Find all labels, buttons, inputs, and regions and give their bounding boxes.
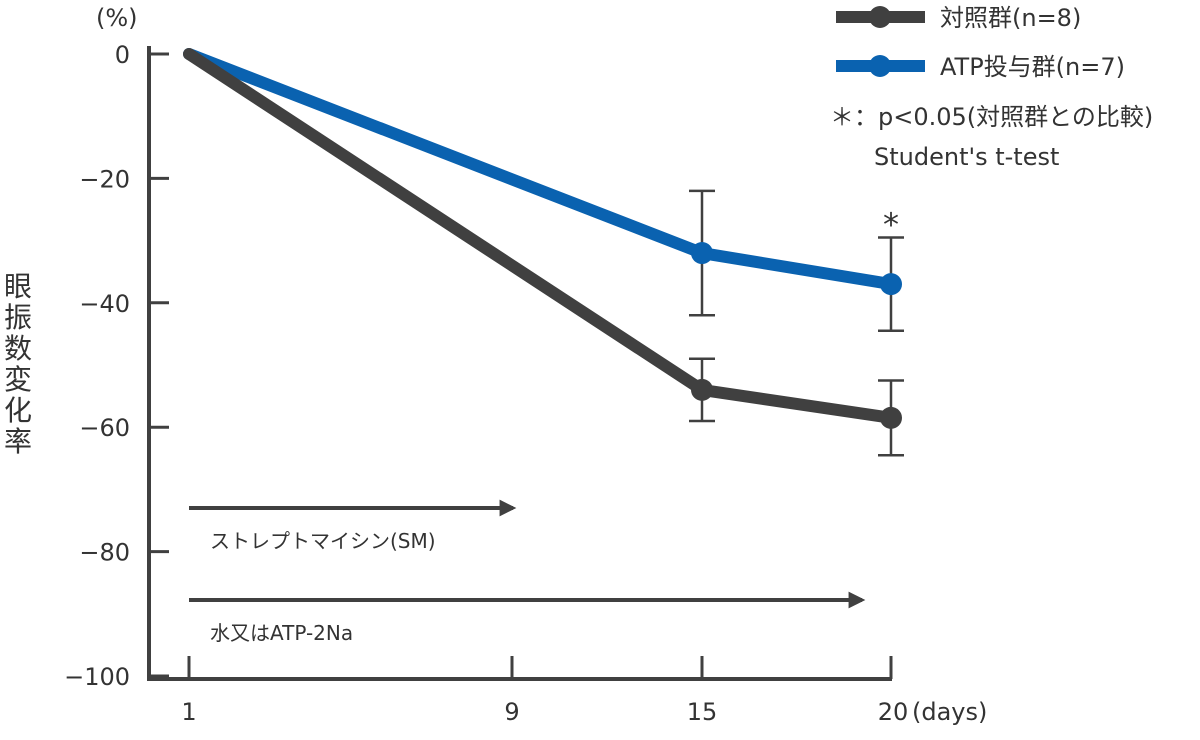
treatment-label: 水又はATP-2Na	[210, 621, 353, 645]
x-unit-label: (days)	[912, 698, 987, 726]
y-axis-title-char: 数	[4, 332, 32, 365]
y-tick-label: −60	[79, 414, 130, 442]
x-tick-label: 20	[878, 698, 909, 726]
treatment-label: ストレプトマイシン(SM)	[210, 529, 436, 553]
legend-swatch-marker	[869, 55, 891, 77]
series-line	[183, 48, 897, 424]
legend-label: 対照群(n=8)	[940, 4, 1081, 32]
series-0	[183, 48, 904, 457]
y-axis-title-char: 眼	[4, 270, 32, 303]
data-point	[880, 273, 902, 296]
y-axis-title-char: 振	[4, 301, 32, 334]
series-line	[183, 48, 897, 291]
test-note: Student's t-test	[874, 143, 1059, 171]
significance-note: ＊：p<0.05(対照群との比較)	[830, 103, 1153, 131]
y-tick-label: −100	[64, 663, 130, 691]
y-tick-label: 0	[115, 41, 130, 69]
y-axis-title-char: 化	[4, 394, 32, 427]
data-point	[691, 242, 713, 265]
x-tick-label: 1	[181, 698, 196, 726]
y-axis-title-char: 率	[4, 425, 32, 458]
data-point	[691, 378, 713, 401]
x-tick-label: 9	[504, 698, 519, 726]
y-unit-label: (%)	[96, 4, 138, 32]
y-tick-label: −80	[79, 539, 130, 567]
x-tick-label: 15	[687, 698, 718, 726]
y-tick-label: −20	[79, 165, 130, 193]
legend-label: ATP投与群(n=7)	[940, 53, 1125, 81]
series-1	[183, 48, 904, 333]
data-point	[880, 406, 902, 429]
significance-marker: *	[883, 205, 899, 243]
y-tick-label: −40	[79, 290, 130, 318]
y-axis-title-char: 変	[4, 363, 32, 396]
legend: 対照群(n=8) ATP投与群(n=7)	[836, 4, 1125, 81]
legend-swatch-marker	[869, 6, 891, 28]
